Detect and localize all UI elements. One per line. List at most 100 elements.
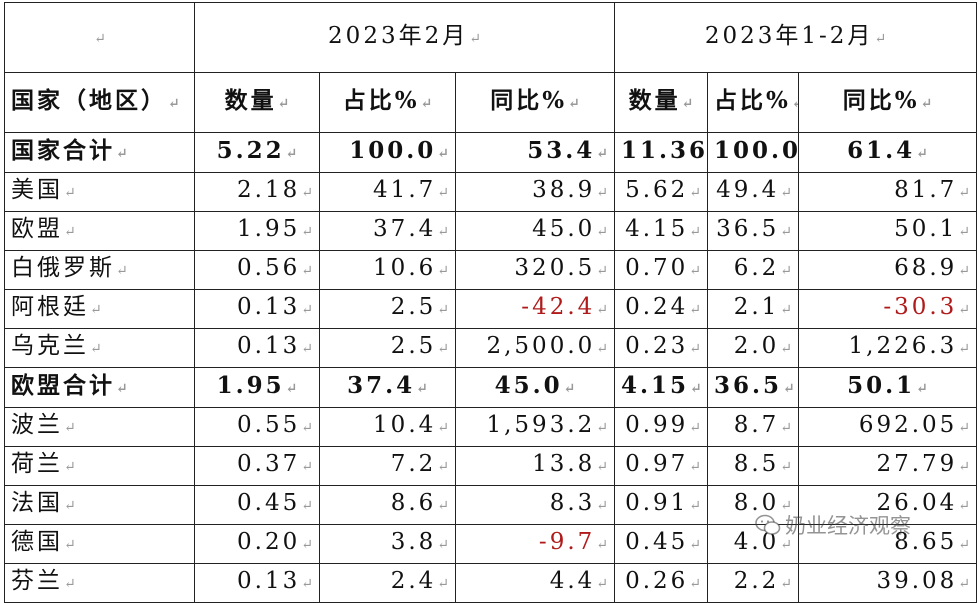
cell-value: 11.36 — [621, 137, 708, 164]
cell-ytd-yoy: 68.9↵ — [798, 250, 978, 290]
cell-value: 6.2 — [733, 255, 780, 281]
cell-ytd-yoy: 50.1↵ — [798, 211, 978, 251]
cell-value: 0.20 — [237, 529, 301, 555]
cell-feb-yoy: 45.0↵ — [454, 211, 616, 251]
table-row: 德国↵ 0.20↵ 3.8↵ -9.7↵ 0.45↵ 4.0↵ 8.65↵ — [4, 524, 978, 564]
cell-feb-yoy: -42.4↵ — [454, 289, 616, 329]
table-row: 国家合计↵5.22↵100.0↵53.4↵11.36↵100.0↵61.4↵ — [4, 132, 978, 173]
cell-value: 0.26 — [625, 568, 689, 594]
table-row: 阿根廷↵ 0.13↵ 2.5↵ -42.4↵ 0.24↵ 2.1↵ -30.3↵ — [4, 289, 978, 329]
cell-value: 37.4 — [373, 216, 437, 242]
row-name-cell: 芬兰↵ — [4, 563, 195, 603]
row-name-cell: 乌克兰↵ — [4, 328, 195, 368]
cell-feb-qty: 0.13↵ — [194, 289, 320, 329]
cell-ytd-qty: 0.70↵ — [614, 250, 709, 290]
cell-value: 4.0 — [733, 529, 780, 555]
cell-ytd-share: 8.0↵ — [707, 485, 800, 525]
row-name-cell: 欧盟↵ — [4, 211, 195, 251]
cell-value: 0.13 — [237, 294, 301, 320]
cell-feb-yoy: 13.8↵ — [454, 446, 616, 486]
row-name: 芬兰 — [11, 568, 63, 594]
header-period-jan-feb: 2023年1-2月↵ — [614, 2, 978, 73]
cell-value: -42.4 — [521, 294, 596, 320]
cell-value: 4.4 — [549, 568, 596, 594]
header-period-feb: 2023年2月↵ — [193, 2, 616, 73]
cell-feb-share: 3.8↵ — [319, 524, 456, 564]
cell-value: 39.08 — [876, 568, 958, 594]
cell-value: 36.5 — [716, 216, 780, 242]
cell-feb-qty: 0.37↵ — [194, 446, 320, 486]
cell-value: 68.9 — [894, 255, 958, 281]
cell-feb-qty: 0.13↵ — [194, 563, 320, 603]
header-country: 国家（地区）↵ — [4, 72, 195, 133]
cell-feb-share: 100.0↵ — [319, 132, 456, 173]
cell-feb-yoy: 45.0↵ — [454, 367, 616, 408]
cell-value: 1.95 — [237, 216, 301, 242]
cell-ytd-yoy: 692.05↵ — [798, 407, 978, 447]
row-name: 国家合计 — [11, 137, 115, 164]
row-name: 乌克兰 — [11, 333, 89, 359]
cell-feb-share: 41.7↵ — [319, 172, 456, 212]
cell-value: 49.4 — [716, 177, 780, 203]
cell-value: 5.22 — [216, 137, 285, 164]
cell-feb-share: 7.2↵ — [319, 446, 456, 486]
row-name-cell: 波兰↵ — [4, 407, 195, 447]
cell-feb-share: 10.6↵ — [319, 250, 456, 290]
cell-value: 7.2 — [390, 451, 437, 477]
cell-value: 2.4 — [390, 568, 437, 594]
header-blank-cell: ↵ — [4, 2, 195, 73]
cell-value: 36.5 — [714, 372, 783, 399]
cell-value: 2.18 — [237, 177, 301, 203]
cell-feb-share: 37.4↵ — [319, 367, 456, 408]
cell-value: 692.05 — [858, 412, 958, 438]
cell-value: 8.3 — [549, 490, 596, 516]
row-name-cell: 欧盟合计↵ — [4, 367, 195, 408]
cell-value: 0.37 — [237, 451, 301, 477]
cell-value: 37.4 — [347, 372, 416, 399]
row-name-cell: 阿根廷↵ — [4, 289, 195, 329]
cell-feb-share: 2.4↵ — [319, 563, 456, 603]
table-body: 国家合计↵5.22↵100.0↵53.4↵11.36↵100.0↵61.4↵美国… — [4, 132, 978, 603]
cell-value: 41.7 — [373, 177, 437, 203]
cell-feb-share: 2.5↵ — [319, 328, 456, 368]
cell-value: 0.45 — [237, 490, 301, 516]
cell-feb-yoy: 2,500.0↵ — [454, 328, 616, 368]
cell-value: 2.0 — [733, 333, 780, 359]
cell-feb-qty: 1.95↵ — [194, 211, 320, 251]
cell-feb-share: 37.4↵ — [319, 211, 456, 251]
cell-value: 0.13 — [237, 568, 301, 594]
cell-ytd-yoy: 8.65↵ — [798, 524, 978, 564]
cell-value: 100.0 — [714, 137, 799, 164]
cell-ytd-qty: 0.91↵ — [614, 485, 709, 525]
cell-feb-yoy: 320.5↵ — [454, 250, 616, 290]
cell-ytd-qty: 4.15↵ — [614, 367, 709, 408]
cell-ytd-share: 100.0↵ — [707, 132, 800, 173]
cell-ytd-share: 2.2↵ — [707, 563, 800, 603]
cell-feb-yoy: 38.9↵ — [454, 172, 616, 212]
cell-value: 1,593.2 — [486, 412, 596, 438]
table-row: 荷兰↵ 0.37↵ 7.2↵ 13.8↵ 0.97↵ 8.5↵ 27.79↵ — [4, 446, 978, 486]
row-name: 阿根廷 — [11, 294, 89, 320]
row-name: 德国 — [11, 529, 63, 555]
table-row: 乌克兰↵ 0.13↵ 2.5↵ 2,500.0↵ 0.23↵ 2.0↵ 1,226.3↵ — [4, 328, 978, 368]
cell-value: 38.9 — [532, 177, 596, 203]
cell-value: 8.5 — [733, 451, 780, 477]
cell-value: 0.99 — [625, 412, 689, 438]
cell-value: 81.7 — [894, 177, 958, 203]
header-feb-quantity: 数量↵ — [194, 72, 320, 133]
cell-ytd-qty: 5.62↵ — [614, 172, 709, 212]
cell-ytd-qty: 0.23↵ — [614, 328, 709, 368]
cell-ytd-share: 2.0↵ — [707, 328, 800, 368]
table-row: 白俄罗斯↵ 0.56↵ 10.6↵ 320.5↵ 0.70↵ 6.2↵ 68.9↵ — [4, 250, 978, 290]
cell-feb-qty: 2.18↵ — [194, 172, 320, 212]
row-name: 美国 — [11, 177, 63, 203]
cell-ytd-yoy: 1,226.3↵ — [798, 328, 978, 368]
cell-ytd-share: 8.7↵ — [707, 407, 800, 447]
cell-value: 53.4 — [527, 137, 596, 164]
cell-feb-qty: 0.13↵ — [194, 328, 320, 368]
cell-ytd-share: 2.1↵ — [707, 289, 800, 329]
import-data-table: ↵ 2023年2月↵ 2023年1-2月↵ 国家（地区）↵ 数量↵ 占比%↵ 同… — [4, 2, 978, 603]
cell-ytd-yoy: 61.4↵ — [798, 132, 978, 173]
table-row: 芬兰↵ 0.13↵ 2.4↵ 4.4↵ 0.26↵ 2.2↵ 39.08↵ — [4, 563, 978, 603]
cell-value: 8.7 — [733, 412, 780, 438]
